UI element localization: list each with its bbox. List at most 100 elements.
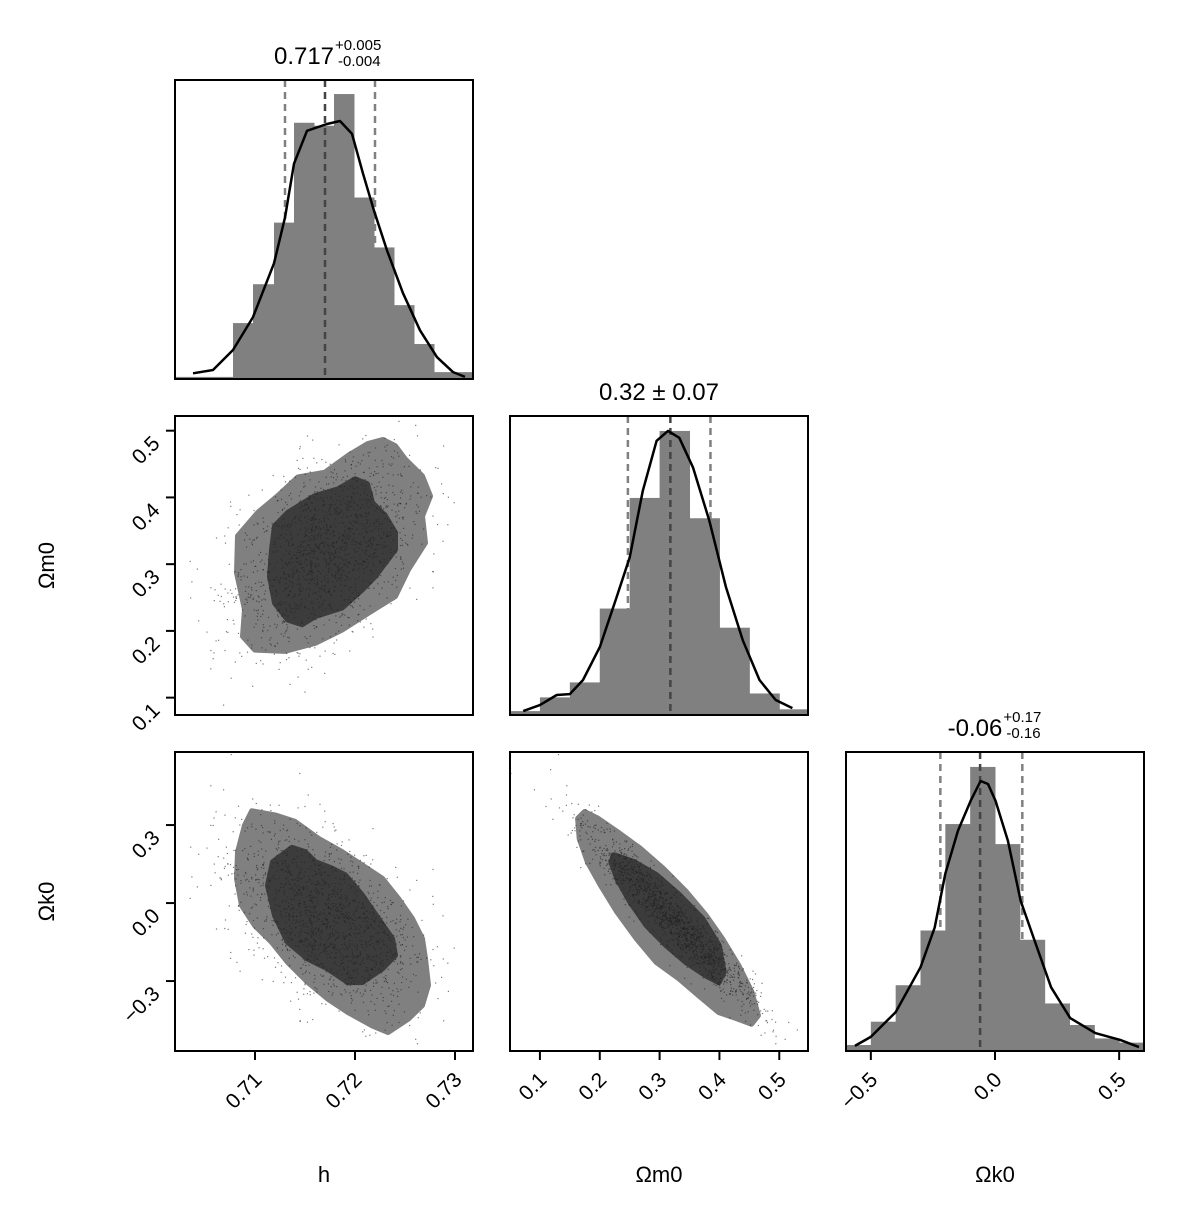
sample-point [366, 531, 368, 534]
sample-point [352, 607, 354, 609]
sample-point [269, 804, 271, 806]
sample-point [647, 883, 649, 885]
sample-point [396, 521, 398, 523]
sample-point [639, 869, 642, 871]
sample-point [621, 852, 623, 854]
sample-point [621, 868, 623, 871]
sample-point [278, 877, 280, 879]
sample-point [382, 997, 384, 999]
sample-point [335, 622, 337, 624]
sample-point [605, 849, 607, 851]
sample-point [418, 510, 421, 512]
sample-point [658, 891, 660, 893]
sample-point [273, 835, 275, 837]
sample-point [380, 909, 382, 912]
sample-point [270, 838, 272, 840]
sample-point [327, 514, 329, 516]
sample-point [329, 636, 332, 638]
sample-point [309, 894, 311, 896]
sample-point [338, 551, 341, 553]
sample-point [366, 966, 368, 968]
sample-point [334, 961, 336, 963]
sample-point [310, 891, 312, 893]
sample-point [720, 954, 723, 956]
sample-point [335, 511, 337, 513]
sample-point [663, 906, 665, 908]
sample-point [384, 930, 386, 932]
sample-point [326, 581, 329, 583]
sample-point [742, 968, 744, 970]
y-tick-label: 0.0 [128, 904, 165, 941]
sample-point [694, 927, 696, 929]
sample-point [335, 905, 337, 907]
sample-point [312, 602, 315, 604]
sample-point [397, 505, 399, 507]
sample-point [395, 579, 397, 582]
sample-point [643, 884, 645, 886]
sample-point [356, 968, 359, 970]
sample-point [363, 568, 366, 570]
sample-point [253, 853, 255, 855]
sample-point [355, 541, 357, 543]
sample-point [314, 497, 316, 499]
sample-point [198, 853, 200, 855]
sample-point [709, 950, 712, 952]
sample-point [358, 576, 360, 579]
sample-point [303, 482, 305, 484]
sample-point [640, 887, 642, 889]
sample-point [367, 452, 369, 454]
histogram-bar [569, 682, 601, 715]
sample-point [308, 921, 310, 923]
sample-point [350, 467, 352, 470]
sample-point [746, 982, 748, 984]
sample-point [656, 906, 658, 908]
sample-point [676, 928, 678, 930]
sample-point [638, 885, 640, 887]
sample-point [282, 620, 284, 622]
sample-point [364, 970, 366, 972]
sample-point [351, 919, 354, 921]
sample-point [326, 532, 328, 534]
sample-point [365, 897, 367, 899]
sample-point [641, 902, 644, 904]
sample-point [592, 849, 594, 851]
sample-point [328, 894, 330, 896]
sample-point [298, 608, 300, 610]
sample-point [315, 941, 317, 943]
sample-point [283, 928, 286, 930]
sample-point [400, 473, 402, 475]
sample-point [402, 963, 404, 965]
sample-point [353, 556, 355, 558]
sample-point [680, 912, 682, 914]
sample-point [709, 945, 711, 948]
sample-point [299, 902, 301, 904]
sample-point [291, 597, 293, 599]
marginal-Ok0 [846, 752, 1144, 1051]
sample-point [416, 961, 418, 963]
sample-point [715, 941, 717, 943]
sample-point [408, 465, 410, 467]
sample-point [361, 995, 363, 997]
sample-point [362, 1031, 364, 1033]
sample-point [606, 848, 608, 850]
sample-point [381, 523, 383, 525]
sample-point [409, 1024, 411, 1027]
sample-point [679, 919, 681, 921]
sample-point [302, 886, 304, 888]
sample-point [316, 527, 318, 529]
sample-point [304, 535, 306, 537]
sample-point [399, 969, 402, 971]
sample-point [301, 622, 303, 624]
sample-point [287, 636, 289, 638]
sample-point [402, 516, 404, 518]
sample-point [641, 883, 643, 885]
sample-point [386, 499, 389, 501]
sample-point [624, 840, 626, 842]
sample-point [334, 921, 336, 923]
sample-point [381, 917, 383, 920]
sample-point [620, 889, 622, 891]
sample-point [684, 928, 686, 930]
sample-point [390, 951, 393, 953]
sample-point [262, 584, 264, 586]
sample-point [341, 510, 343, 512]
